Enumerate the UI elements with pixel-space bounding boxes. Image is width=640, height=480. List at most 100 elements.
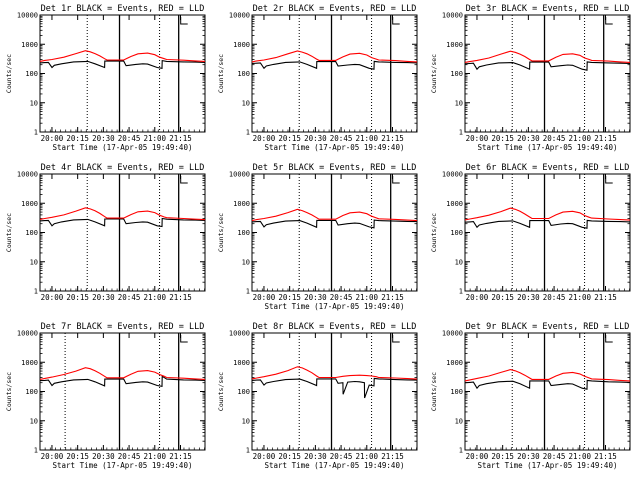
- chart-title: Det 6r BLACK = Events, RED = LLD: [466, 163, 630, 173]
- x-tick-label: 20:15: [491, 452, 514, 461]
- plot-frame: [39, 173, 206, 292]
- x-tick-label: 21:15: [381, 452, 404, 461]
- x-tick-label: 20:15: [66, 134, 89, 143]
- y-tick-label: 100: [237, 70, 250, 78]
- series-line-red: [251, 366, 418, 380]
- y-tick-label: 1: [459, 129, 463, 137]
- y-axis-label: Counts/sec: [217, 213, 225, 252]
- y-tick-label: 100: [25, 229, 38, 237]
- plot-frame: [251, 14, 418, 133]
- x-tick-label: 20:00: [253, 134, 276, 143]
- chart-title: Det 8r BLACK = Events, RED = LLD: [253, 322, 417, 332]
- marker-bracket: [392, 335, 400, 343]
- x-tick-label: 20:45: [330, 134, 353, 143]
- x-tick-label: 20:00: [253, 452, 276, 461]
- series-line-black: [251, 219, 418, 229]
- x-tick-label: 20:30: [304, 452, 327, 461]
- x-tick-label: 21:15: [381, 134, 404, 143]
- y-tick-label: 1000: [233, 41, 250, 49]
- y-axis-label: Counts/sec: [430, 213, 438, 252]
- y-tick-label: 1: [34, 129, 38, 137]
- y-tick-label: 1: [246, 288, 250, 296]
- series-line-black: [464, 219, 631, 229]
- y-tick-label: 1000: [233, 200, 250, 208]
- x-axis-label: Start Time (17-Apr-05 19:49:40): [265, 461, 405, 470]
- x-tick-label: 21:00: [568, 134, 591, 143]
- plot-frame: [464, 332, 631, 451]
- x-tick-label: 20:30: [304, 134, 327, 143]
- x-tick-label: 21:00: [355, 293, 378, 302]
- x-tick-label: 20:30: [517, 293, 540, 302]
- y-tick-label: 1: [459, 447, 463, 455]
- y-axis-label: Counts/sec: [5, 372, 13, 411]
- x-tick-label: 20:00: [41, 134, 64, 143]
- y-tick-label: 1000: [21, 200, 38, 208]
- y-axis-label: Counts/sec: [5, 54, 13, 93]
- x-tick-label: 20:30: [92, 293, 115, 302]
- y-tick-label: 10000: [229, 330, 250, 338]
- plot-frame: [251, 332, 418, 451]
- x-tick-label: 20:15: [278, 452, 301, 461]
- marker-bracket: [180, 17, 188, 25]
- y-tick-label: 100: [450, 229, 463, 237]
- x-tick-label: 21:15: [169, 293, 192, 302]
- y-tick-label: 1000: [21, 359, 38, 367]
- chart-panel-5: Det 5r BLACK = Events, RED = LLD 1 10 100 10…: [217, 163, 418, 311]
- x-tick-label: 21:15: [594, 134, 617, 143]
- x-tick-label: 20:30: [517, 134, 540, 143]
- y-tick-label: 100: [237, 229, 250, 237]
- y-tick-label: 10: [242, 417, 250, 425]
- x-tick-label: 20:45: [543, 452, 566, 461]
- y-tick-label: 10: [455, 258, 463, 266]
- x-tick-label: 20:00: [253, 293, 276, 302]
- x-tick-label: 20:00: [41, 293, 64, 302]
- y-tick-label: 10: [242, 258, 250, 266]
- x-tick-label: 20:45: [118, 134, 141, 143]
- series-line-red: [464, 50, 631, 63]
- chart-title: Det 1r BLACK = Events, RED = LLD: [41, 4, 205, 14]
- plot-frame: [464, 14, 631, 133]
- series-line-red: [39, 367, 206, 380]
- x-tick-label: 20:45: [330, 452, 353, 461]
- series-line-black: [251, 377, 418, 399]
- x-tick-label: 20:15: [278, 134, 301, 143]
- y-tick-label: 10000: [17, 12, 38, 20]
- series-line-black: [39, 217, 206, 228]
- series-line-red: [251, 208, 418, 222]
- y-tick-label: 100: [450, 388, 463, 396]
- plot-frame: [464, 173, 631, 292]
- marker-bracket: [605, 176, 613, 184]
- x-tick-label: 21:00: [568, 452, 591, 461]
- x-tick-label: 21:00: [355, 134, 378, 143]
- plot-frame: [39, 14, 206, 133]
- y-tick-label: 10000: [442, 330, 463, 338]
- x-tick-label: 20:45: [543, 293, 566, 302]
- x-tick-label: 21:00: [568, 293, 591, 302]
- chart-panel-4: Det 4r BLACK = Events, RED = LLD 1 10 100 10…: [5, 163, 206, 302]
- y-tick-label: 1000: [446, 41, 463, 49]
- y-tick-label: 1: [246, 447, 250, 455]
- x-tick-label: 20:30: [92, 134, 115, 143]
- x-tick-label: 20:45: [118, 293, 141, 302]
- series-line-red: [464, 207, 631, 221]
- chart-panel-8: Det 8r BLACK = Events, RED = LLD 1 10 100 10…: [217, 322, 418, 470]
- x-axis-label: Start Time (17-Apr-05 19:49:40): [265, 302, 405, 311]
- marker-bracket: [605, 17, 613, 25]
- series-line-black: [39, 375, 206, 387]
- marker-bracket: [180, 335, 188, 343]
- x-tick-label: 20:15: [491, 134, 514, 143]
- y-tick-label: 1: [34, 288, 38, 296]
- x-tick-label: 20:15: [66, 293, 89, 302]
- x-tick-label: 21:15: [594, 293, 617, 302]
- x-tick-label: 21:15: [594, 452, 617, 461]
- y-tick-label: 1000: [233, 359, 250, 367]
- marker-bracket: [180, 176, 188, 184]
- x-tick-label: 20:30: [304, 293, 327, 302]
- x-tick-label: 20:00: [466, 134, 489, 143]
- y-tick-label: 10: [455, 99, 463, 107]
- y-tick-label: 1: [246, 129, 250, 137]
- y-tick-label: 10000: [229, 171, 250, 179]
- series-line-red: [39, 50, 206, 62]
- marker-bracket: [392, 17, 400, 25]
